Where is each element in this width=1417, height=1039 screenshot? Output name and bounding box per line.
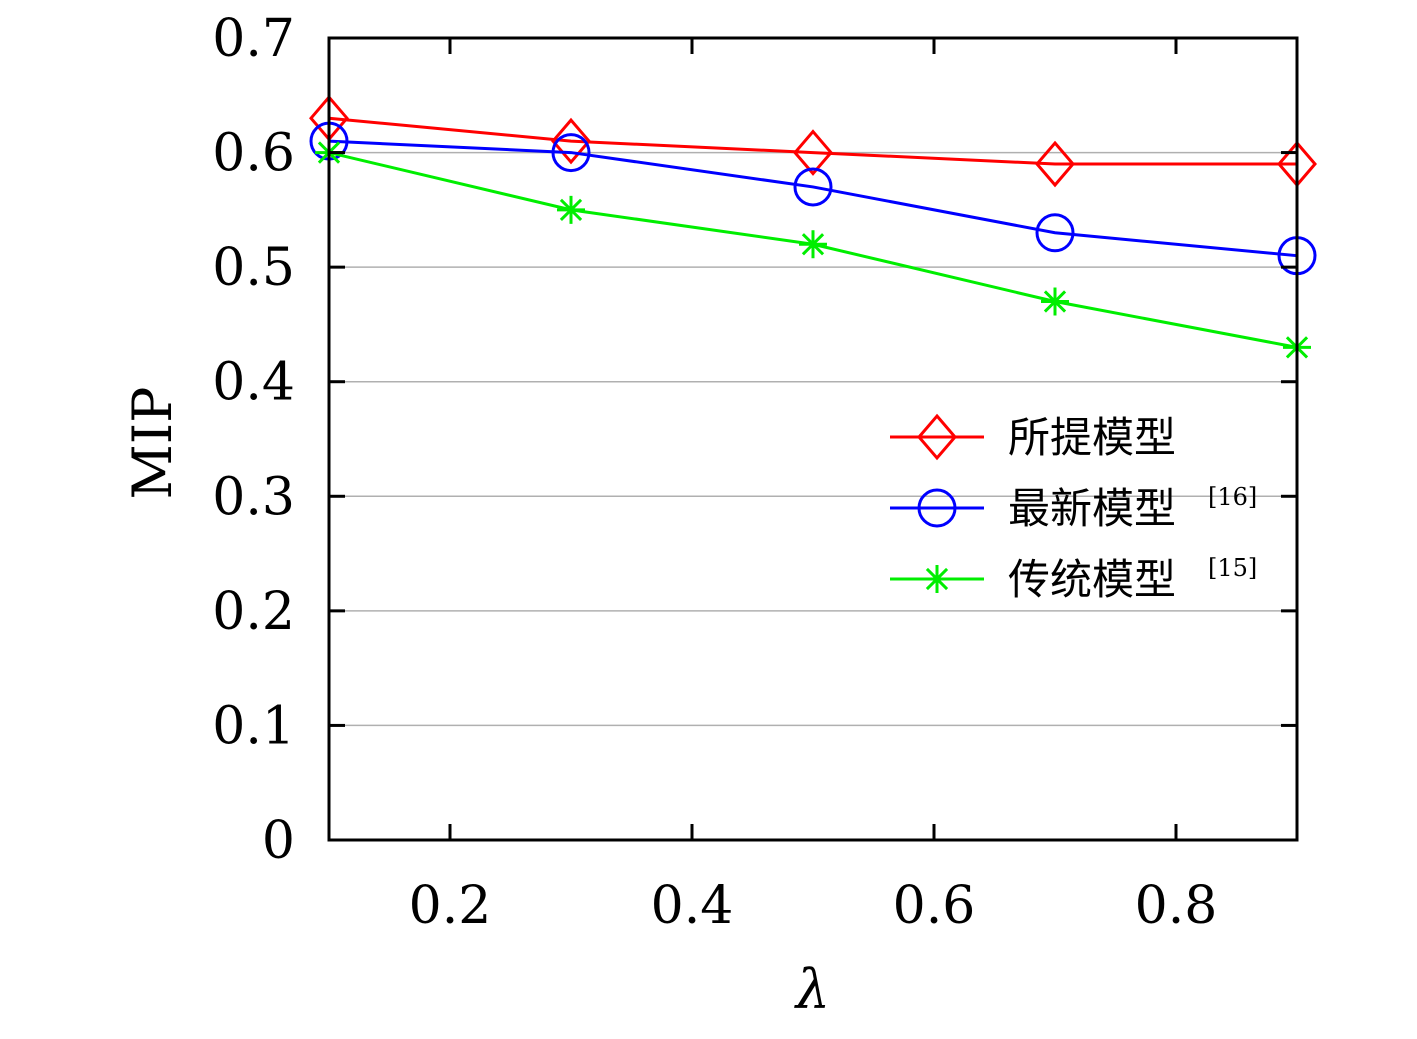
marker-stroke <box>1043 290 1067 313</box>
series-2-point <box>1035 213 1075 253</box>
y-tick-label: 0.6 <box>212 124 295 184</box>
series-1-point <box>793 129 833 176</box>
legend-ref-2: [16] <box>1208 483 1257 511</box>
x-tick-label: 0.8 <box>1135 876 1218 936</box>
axis-ticks <box>329 36 1297 842</box>
y-tick-label: 0.4 <box>212 353 295 413</box>
series-line-1 <box>328 116 1297 166</box>
series-3-point <box>557 195 585 224</box>
legend-marker-2 <box>917 488 957 528</box>
marker-stroke <box>801 233 825 256</box>
x-tick-label: 0.6 <box>893 876 976 936</box>
plot-frame <box>327 36 1299 842</box>
x-tick-label: 0.2 <box>409 876 492 936</box>
series-2-point <box>551 133 591 173</box>
series-2-point <box>793 167 833 207</box>
x-tick-label: 0.4 <box>651 876 734 936</box>
series-lines <box>309 94 1317 362</box>
legend-ref-3: [15] <box>1208 554 1257 582</box>
y-tick-label: 0 <box>262 811 295 871</box>
marker-stroke <box>559 198 583 221</box>
y-tick-label: 0.1 <box>212 696 295 756</box>
legend-label-2: 最新模型 <box>1008 484 1176 533</box>
series-3-point <box>1041 287 1069 316</box>
y-tick-label: 0.3 <box>212 467 295 527</box>
x-axis-title: λ <box>794 958 830 1021</box>
series-1-point <box>551 117 591 165</box>
y-tick-label: 0.7 <box>212 9 295 69</box>
series-line-2 <box>328 139 1298 258</box>
y-axis-title: MIP <box>121 387 184 500</box>
legend-marker-3 <box>923 565 951 593</box>
series-3-point <box>799 230 827 259</box>
y-tick-label: 0.5 <box>212 238 295 298</box>
legend-label-1: 所提模型 <box>1008 413 1176 462</box>
tick-labels: 0 0.1 0.2 0.3 0.4 0.5 0.6 0.7 0.2 0.4 0.6 0.8 <box>212 9 1217 936</box>
marker-stroke <box>925 567 949 591</box>
legend-marker-1 <box>917 413 957 461</box>
series-1-point <box>1035 140 1075 188</box>
legend-label-3: 传统模型 <box>1008 555 1176 604</box>
y-tick-label: 0.2 <box>212 582 295 642</box>
